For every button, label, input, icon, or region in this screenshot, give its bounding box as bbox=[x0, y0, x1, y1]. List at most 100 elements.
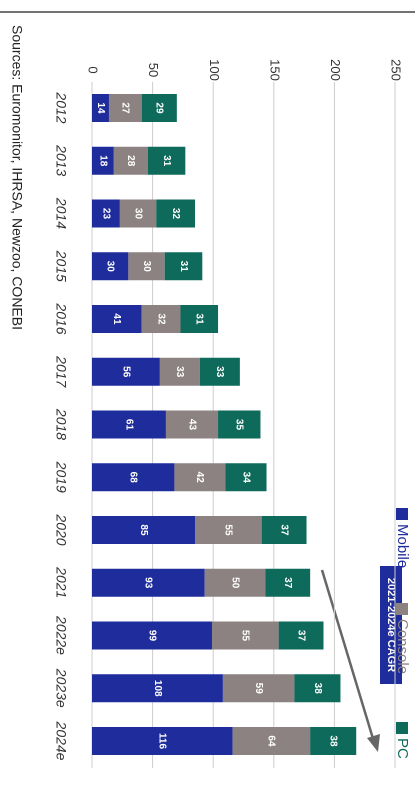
data-label: 42 bbox=[194, 472, 205, 484]
data-label: 55 bbox=[240, 630, 251, 642]
bar-segment bbox=[180, 305, 219, 333]
data-label: 23 bbox=[100, 208, 111, 220]
legend-label: Mobile bbox=[394, 524, 411, 568]
x-tick-label: 2013 bbox=[53, 144, 69, 176]
bar-segment bbox=[147, 146, 186, 175]
data-label: 29 bbox=[154, 102, 165, 114]
bar-segment bbox=[195, 516, 262, 544]
data-label: 35 bbox=[234, 419, 245, 431]
bar-segment bbox=[113, 146, 148, 175]
data-label: 61 bbox=[123, 419, 134, 431]
legend-label: Console bbox=[394, 619, 411, 674]
data-label: 59 bbox=[253, 683, 264, 695]
x-tick-label: 2018 bbox=[53, 408, 69, 440]
bar-segment bbox=[211, 621, 279, 650]
data-label: 31 bbox=[194, 313, 205, 325]
bar-segment bbox=[119, 199, 157, 228]
bar-segment bbox=[199, 357, 240, 386]
bar-segment bbox=[265, 568, 311, 597]
data-label: 50 bbox=[229, 577, 240, 589]
bar-segment bbox=[278, 621, 324, 650]
bar-segment bbox=[294, 674, 341, 703]
data-label: 64 bbox=[266, 735, 277, 747]
data-label: 14 bbox=[95, 102, 106, 114]
bar-segment bbox=[165, 410, 219, 439]
data-label: 99 bbox=[146, 630, 157, 642]
bar-segment bbox=[225, 463, 267, 492]
data-label: 30 bbox=[141, 261, 152, 273]
x-tick-label: 2020 bbox=[53, 513, 69, 545]
data-label: 56 bbox=[120, 366, 131, 378]
bar-segment bbox=[92, 357, 160, 386]
bar-segment bbox=[92, 516, 196, 544]
bar-segment bbox=[218, 410, 261, 439]
legend-swatch bbox=[396, 508, 408, 520]
legend-swatch bbox=[396, 603, 408, 615]
data-label: 108 bbox=[152, 680, 163, 697]
x-tick-label: 2017 bbox=[53, 355, 69, 388]
y-tick-label: 200 bbox=[328, 59, 343, 81]
x-tick-label: 2021 bbox=[53, 566, 69, 598]
data-label: 85 bbox=[138, 524, 149, 536]
bar-segment bbox=[92, 727, 233, 755]
bar-segment bbox=[92, 305, 142, 333]
bar-segment bbox=[108, 94, 142, 122]
data-label: 32 bbox=[155, 313, 166, 325]
data-label: 37 bbox=[278, 524, 289, 536]
y-tick-label: 150 bbox=[267, 59, 282, 81]
bar-segment bbox=[204, 568, 266, 597]
bar-segment bbox=[310, 727, 357, 755]
data-label: 31 bbox=[161, 155, 172, 167]
bar-segment bbox=[232, 727, 311, 755]
data-label: 32 bbox=[170, 208, 181, 220]
legend-label: PC bbox=[394, 738, 411, 759]
x-tick-label: 2024e bbox=[53, 721, 69, 761]
arrow-head bbox=[367, 734, 380, 752]
y-tick-label: 0 bbox=[86, 66, 101, 73]
bar-segment bbox=[159, 357, 200, 386]
bar-segment bbox=[92, 410, 166, 439]
x-tick-label: 2016 bbox=[53, 302, 69, 334]
data-label: 30 bbox=[132, 208, 143, 220]
bar-segment bbox=[92, 94, 109, 122]
bar-segment bbox=[92, 252, 129, 281]
data-label: 34 bbox=[240, 472, 251, 484]
data-label: 116 bbox=[157, 733, 168, 750]
data-label: 41 bbox=[111, 313, 122, 325]
bar-segment bbox=[156, 199, 196, 228]
data-label: 18 bbox=[97, 155, 108, 167]
x-tick-label: 2014 bbox=[53, 197, 69, 229]
data-label: 27 bbox=[120, 102, 131, 114]
data-label: 38 bbox=[312, 683, 323, 695]
bar-segment bbox=[92, 674, 223, 703]
y-tick-label: 250 bbox=[389, 59, 404, 81]
data-label: 33 bbox=[214, 366, 225, 378]
bar-segment bbox=[92, 568, 205, 597]
annotation: 2021-2024e CAGR bbox=[385, 578, 397, 672]
trend-arrow bbox=[320, 569, 376, 743]
y-tick-label: 50 bbox=[146, 63, 161, 77]
bar-segment bbox=[92, 463, 175, 492]
bar-segment bbox=[222, 674, 295, 703]
bar-segment bbox=[164, 252, 203, 281]
bar-segment bbox=[261, 516, 307, 544]
bar-segment bbox=[92, 621, 212, 650]
data-label: 68 bbox=[128, 472, 139, 484]
bar-segment bbox=[174, 463, 226, 492]
bar-segment bbox=[141, 94, 177, 122]
data-label: 30 bbox=[105, 261, 116, 273]
data-label: 55 bbox=[223, 524, 234, 536]
data-label: 93 bbox=[143, 577, 154, 589]
x-tick-label: 2023e bbox=[53, 668, 69, 708]
x-tick-label: 2022e bbox=[53, 615, 69, 655]
bar-segment bbox=[141, 305, 181, 333]
data-label: 37 bbox=[282, 577, 293, 589]
data-label: 43 bbox=[186, 419, 197, 431]
bar-segment bbox=[128, 252, 165, 281]
bar-segment bbox=[92, 146, 114, 175]
data-label: 38 bbox=[328, 735, 339, 747]
data-label: 37 bbox=[295, 630, 306, 642]
x-tick-label: 2015 bbox=[53, 250, 69, 282]
source: Sources: Euromonitor, IHRSA, Newzoo, CON… bbox=[9, 25, 25, 330]
